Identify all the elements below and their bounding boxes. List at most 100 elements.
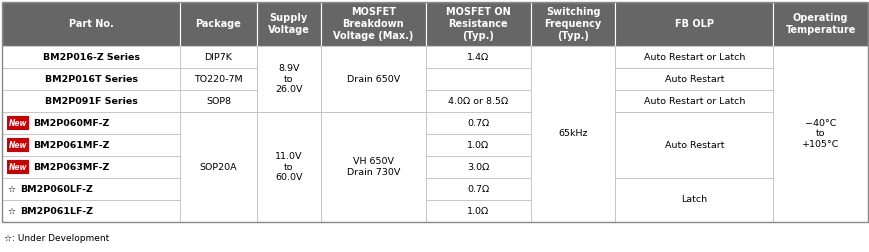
Bar	[2, 68, 180, 90]
Bar	[180, 178, 256, 200]
Text: DIP7K: DIP7K	[204, 52, 232, 61]
Text: TO220-7M: TO220-7M	[194, 75, 242, 83]
Text: BM2P061MF-Z: BM2P061MF-Z	[33, 141, 109, 149]
Bar	[7, 160, 29, 174]
Text: 1.4Ω: 1.4Ω	[467, 52, 489, 61]
Text: 1.0Ω: 1.0Ω	[467, 141, 489, 149]
Bar	[530, 134, 614, 156]
Bar	[256, 156, 321, 178]
Text: 3.0Ω: 3.0Ω	[467, 163, 489, 172]
Bar	[180, 112, 256, 134]
Bar	[321, 112, 425, 222]
Bar	[256, 2, 321, 46]
Text: 0.7Ω: 0.7Ω	[467, 118, 489, 128]
Bar	[425, 134, 530, 156]
Text: BM2P063MF-Z: BM2P063MF-Z	[33, 163, 109, 172]
Text: 65kHz: 65kHz	[558, 130, 587, 139]
Bar	[773, 2, 867, 46]
Text: BM2P016-Z Series: BM2P016-Z Series	[43, 52, 140, 61]
Text: −40°C
to
+105°C: −40°C to +105°C	[801, 119, 839, 149]
Bar	[425, 2, 530, 46]
Text: Part No.: Part No.	[69, 19, 113, 29]
Text: Latch: Latch	[680, 196, 706, 205]
Bar	[614, 112, 773, 134]
Text: MOSFET ON
Resistance
(Typ.): MOSFET ON Resistance (Typ.)	[446, 7, 510, 41]
Bar	[773, 134, 867, 156]
Text: VH 650V
Drain 730V: VH 650V Drain 730V	[346, 157, 400, 177]
Bar	[530, 46, 614, 222]
Text: FB OLP: FB OLP	[674, 19, 713, 29]
Bar	[180, 200, 256, 222]
Bar	[530, 2, 614, 46]
Text: BM2P060MF-Z: BM2P060MF-Z	[33, 118, 109, 128]
Bar	[2, 2, 180, 46]
Text: 0.7Ω: 0.7Ω	[467, 184, 489, 194]
Bar	[7, 138, 29, 152]
Bar	[614, 112, 773, 178]
Text: Package: Package	[196, 19, 242, 29]
Bar	[614, 90, 773, 112]
Bar	[425, 200, 530, 222]
Bar	[614, 156, 773, 178]
Bar	[2, 134, 180, 156]
Bar	[2, 2, 867, 222]
Bar	[180, 134, 256, 156]
Bar	[321, 68, 425, 90]
Bar	[614, 134, 773, 156]
Bar	[614, 90, 773, 112]
Text: ☆: ☆	[7, 206, 15, 215]
Text: New: New	[9, 118, 27, 128]
Bar	[2, 90, 180, 112]
Bar	[773, 46, 867, 222]
Text: BM2P060LF-Z: BM2P060LF-Z	[20, 184, 93, 194]
Bar	[614, 178, 773, 222]
Bar	[321, 46, 425, 112]
Bar	[530, 200, 614, 222]
Bar	[530, 178, 614, 200]
Bar	[614, 200, 773, 222]
Bar	[256, 90, 321, 112]
Bar	[180, 2, 256, 46]
Bar	[321, 46, 425, 68]
Bar	[2, 178, 180, 200]
Bar	[2, 156, 180, 178]
Text: 11.0V
to
60.0V: 11.0V to 60.0V	[275, 152, 302, 182]
Bar	[425, 68, 530, 90]
Text: Auto Restart: Auto Restart	[664, 75, 723, 83]
Bar	[425, 46, 530, 68]
Bar	[321, 112, 425, 134]
Bar	[180, 90, 256, 112]
Bar	[614, 68, 773, 90]
Bar	[256, 134, 321, 156]
Bar	[773, 178, 867, 200]
Bar	[256, 200, 321, 222]
Bar	[773, 112, 867, 134]
Bar	[614, 46, 773, 68]
Text: New: New	[9, 163, 27, 172]
Bar	[321, 2, 425, 46]
Bar	[773, 200, 867, 222]
Bar	[530, 68, 614, 90]
Text: ☆: ☆	[7, 184, 15, 194]
Bar	[614, 46, 773, 68]
Text: Supply
Voltage: Supply Voltage	[268, 13, 309, 35]
Bar	[530, 112, 614, 134]
Bar	[530, 90, 614, 112]
Text: Auto Restart or Latch: Auto Restart or Latch	[643, 97, 744, 106]
Text: 1.0Ω: 1.0Ω	[467, 206, 489, 215]
Bar	[180, 46, 256, 68]
Bar	[256, 68, 321, 90]
Bar	[256, 46, 321, 112]
Bar	[321, 178, 425, 200]
Bar	[321, 134, 425, 156]
Bar	[256, 112, 321, 134]
Text: Drain 650V: Drain 650V	[347, 75, 400, 83]
Text: SOP20A: SOP20A	[200, 163, 237, 172]
Text: 8.9V
to
26.0V: 8.9V to 26.0V	[275, 64, 302, 94]
Bar	[530, 156, 614, 178]
Text: Auto Restart or Latch: Auto Restart or Latch	[643, 52, 744, 61]
Bar	[180, 156, 256, 178]
Bar	[256, 112, 321, 222]
Bar	[425, 178, 530, 200]
Bar	[425, 112, 530, 134]
